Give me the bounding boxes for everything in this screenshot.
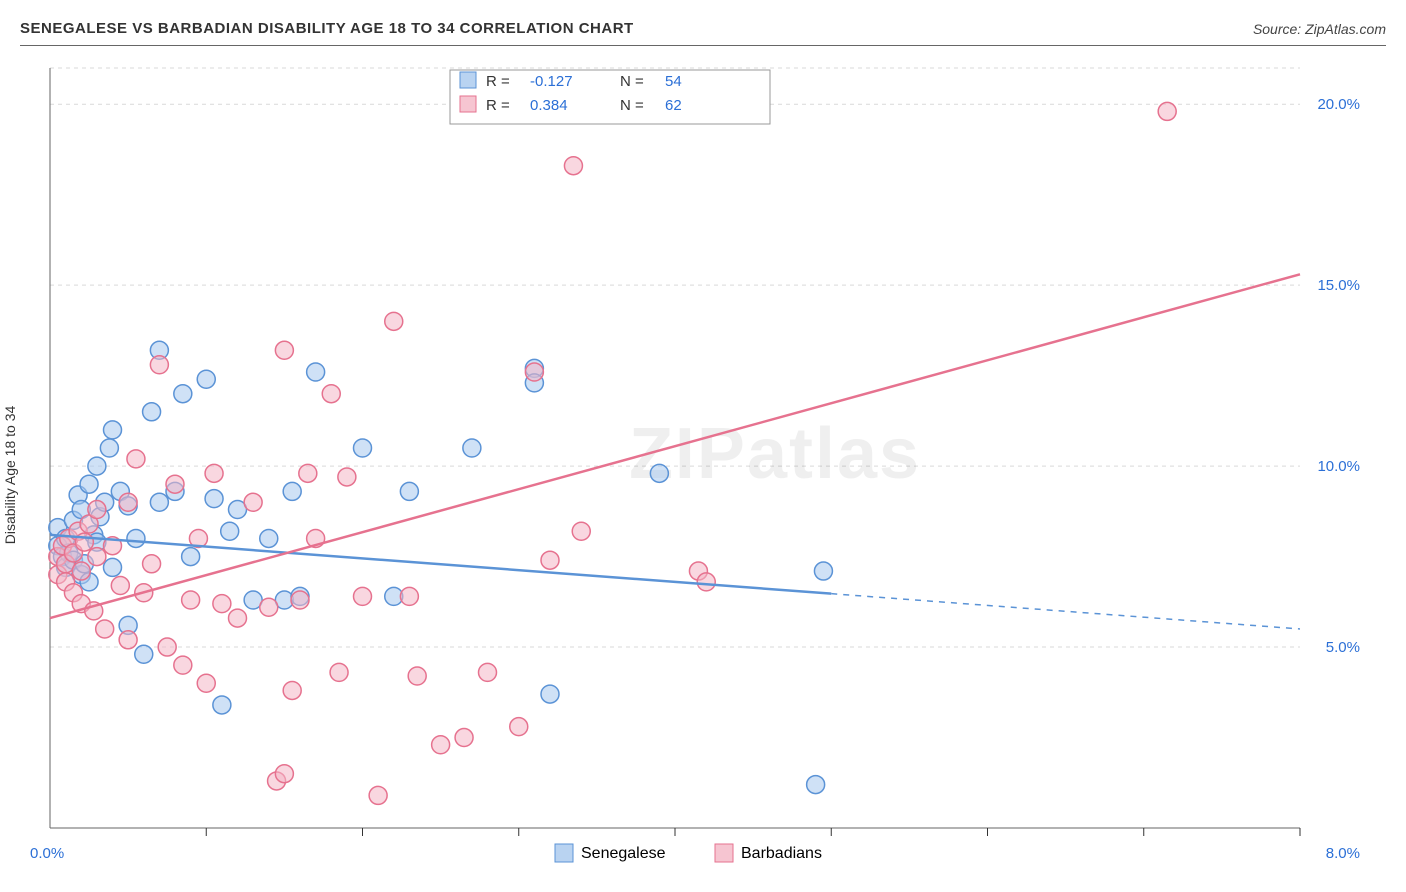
scatter-point — [221, 522, 239, 540]
scatter-point — [158, 638, 176, 656]
bottom-legend-swatch — [715, 844, 733, 862]
scatter-point — [127, 529, 145, 547]
svg-text:20.0%: 20.0% — [1317, 96, 1360, 113]
svg-text:N =: N = — [620, 97, 644, 114]
scatter-point — [814, 562, 832, 580]
scatter-point — [119, 631, 137, 649]
scatter-point — [354, 439, 372, 457]
scatter-point — [260, 598, 278, 616]
scatter-point — [197, 370, 215, 388]
scatter-point — [650, 464, 668, 482]
scatter-point — [283, 482, 301, 500]
bottom-legend-label: Senegalese — [581, 845, 666, 862]
scatter-point — [143, 555, 161, 573]
scatter-point — [354, 587, 372, 605]
scatter-point — [369, 786, 387, 804]
scatter-point — [307, 363, 325, 381]
bottom-legend-label: Barbadians — [741, 845, 822, 862]
scatter-point — [299, 464, 317, 482]
scatter-point — [400, 587, 418, 605]
scatter-point — [275, 765, 293, 783]
scatter-point — [283, 681, 301, 699]
scatter-point — [96, 620, 114, 638]
scatter-point — [291, 591, 309, 609]
scatter-point — [525, 363, 543, 381]
scatter-point — [541, 551, 559, 569]
scatter-point — [80, 475, 98, 493]
scatter-point — [213, 595, 231, 613]
svg-text:ZIPatlas: ZIPatlas — [629, 414, 921, 494]
scatter-point — [182, 548, 200, 566]
scatter-point — [104, 421, 122, 439]
svg-text:5.0%: 5.0% — [1326, 639, 1360, 656]
scatter-point — [697, 573, 715, 591]
scatter-point — [88, 457, 106, 475]
scatter-point — [72, 562, 90, 580]
scatter-point — [260, 529, 278, 547]
y-axis-label: Disability Age 18 to 34 — [2, 406, 18, 545]
svg-text:R =: R = — [486, 97, 510, 114]
scatter-point — [1158, 102, 1176, 120]
svg-text:-0.127: -0.127 — [530, 73, 573, 90]
scatter-point — [197, 674, 215, 692]
scatter-point — [244, 493, 262, 511]
scatter-point — [111, 577, 129, 595]
scatter-point — [150, 493, 168, 511]
chart-source: Source: ZipAtlas.com — [1253, 21, 1386, 37]
scatter-point — [135, 645, 153, 663]
scatter-point — [205, 464, 223, 482]
scatter-point — [572, 522, 590, 540]
scatter-point — [541, 685, 559, 703]
svg-text:N =: N = — [620, 73, 644, 90]
svg-text:8.0%: 8.0% — [1326, 845, 1360, 862]
scatter-point — [127, 450, 145, 468]
scatter-point — [564, 157, 582, 175]
correlation-scatter-chart: 5.0% 10.0% 15.0% 20.0% 0.0% 8.0% ZIPatlas R = -0… — [0, 58, 1406, 892]
scatter-point — [88, 548, 106, 566]
scatter-point — [166, 475, 184, 493]
scatter-point — [400, 482, 418, 500]
chart-header: SENEGALESE VS BARBADIAN DISABILITY AGE 1… — [20, 20, 1386, 46]
scatter-point — [322, 385, 340, 403]
scatter-point — [150, 356, 168, 374]
scatter-point — [385, 312, 403, 330]
scatter-point — [408, 667, 426, 685]
scatter-point — [205, 490, 223, 508]
scatter-point — [807, 776, 825, 794]
scatter-point — [174, 656, 192, 674]
scatter-point — [432, 736, 450, 754]
scatter-point — [104, 558, 122, 576]
legend-swatch — [460, 72, 476, 88]
scatter-point — [275, 341, 293, 359]
scatter-point — [455, 729, 473, 747]
scatter-point — [213, 696, 231, 714]
scatter-point — [510, 718, 528, 736]
svg-text:0.384: 0.384 — [530, 97, 568, 114]
bottom-legend-swatch — [555, 844, 573, 862]
scatter-point — [330, 663, 348, 681]
svg-text:0.0%: 0.0% — [30, 845, 64, 862]
scatter-point — [182, 591, 200, 609]
source-name: ZipAtlas.com — [1305, 21, 1386, 37]
svg-text:54: 54 — [665, 73, 682, 90]
scatter-point — [479, 663, 497, 681]
scatter-point — [119, 493, 137, 511]
chart-container: Disability Age 18 to 34 5.0% 10.0% 15.0% 20… — [0, 58, 1406, 892]
svg-text:R =: R = — [486, 73, 510, 90]
legend-swatch — [460, 96, 476, 112]
chart-title: SENEGALESE VS BARBADIAN DISABILITY AGE 1… — [20, 20, 634, 37]
scatter-point — [143, 403, 161, 421]
scatter-point — [88, 501, 106, 519]
scatter-point — [100, 439, 118, 457]
scatter-point — [174, 385, 192, 403]
svg-text:62: 62 — [665, 97, 682, 114]
trend-line — [50, 274, 1300, 618]
scatter-point — [229, 609, 247, 627]
scatter-point — [463, 439, 481, 457]
trend-line-extrapolated — [831, 594, 1300, 629]
scatter-point — [338, 468, 356, 486]
svg-text:10.0%: 10.0% — [1317, 458, 1360, 475]
source-prefix: Source: — [1253, 21, 1305, 37]
svg-text:15.0%: 15.0% — [1317, 277, 1360, 294]
